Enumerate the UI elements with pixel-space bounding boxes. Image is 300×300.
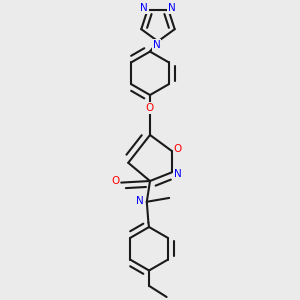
Text: O: O (146, 103, 154, 113)
Text: N: N (136, 196, 144, 206)
Text: O: O (111, 176, 120, 186)
Text: N: N (174, 169, 182, 179)
Text: N: N (168, 3, 176, 13)
Text: N: N (140, 3, 148, 13)
Text: N: N (152, 40, 160, 50)
Text: O: O (173, 144, 181, 154)
